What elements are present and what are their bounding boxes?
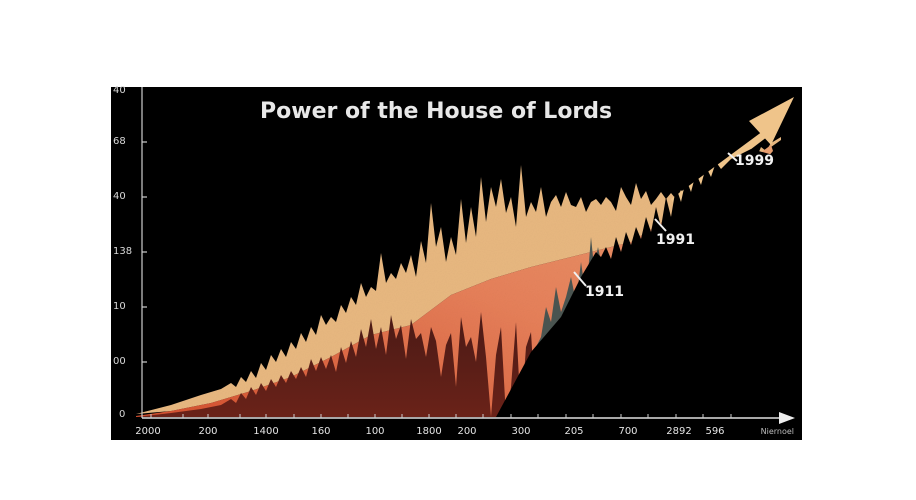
y-tick-label: 40 bbox=[113, 85, 126, 96]
annotation-1999: 1999 bbox=[735, 153, 774, 169]
x-tick-label: 100 bbox=[365, 426, 385, 437]
y-axis-ticks bbox=[142, 141, 147, 363]
x-tick-label: 205 bbox=[564, 426, 584, 437]
trend-arrow-head bbox=[749, 97, 794, 145]
chart-plot-area bbox=[136, 87, 795, 424]
chart-title: Power of the House of Lords bbox=[260, 99, 613, 124]
y-tick-label: 40 bbox=[113, 191, 126, 202]
x-tick-label: 2892 bbox=[666, 426, 692, 437]
series-upper-beige-band bbox=[136, 137, 781, 414]
x-tick-label: 2000 bbox=[135, 426, 161, 437]
y-tick-label: 00 bbox=[113, 356, 126, 367]
x-tick-label: 700 bbox=[618, 426, 638, 437]
y-tick-label: 0 bbox=[119, 409, 126, 420]
x-tick-label: 300 bbox=[511, 426, 531, 437]
x-tick-label: 200 bbox=[198, 426, 218, 437]
annotation-1999-leader bbox=[727, 152, 738, 162]
x-axis-title: Niernoel bbox=[760, 427, 794, 436]
x-axis-arrowhead bbox=[779, 412, 795, 424]
x-tick-label: 1800 bbox=[416, 426, 442, 437]
black-mountain-wedge bbox=[496, 149, 773, 417]
annotation-1911: 1911 bbox=[585, 284, 624, 300]
x-axis-ticks bbox=[150, 414, 732, 418]
annotation-1991: 1991 bbox=[656, 232, 695, 248]
series-lower-dark-red-band bbox=[136, 312, 536, 417]
annotation-1991-leader bbox=[654, 218, 667, 232]
annotation-1911-leader bbox=[573, 271, 587, 287]
y-tick-label: 10 bbox=[113, 301, 126, 312]
y-tick-label: 68 bbox=[113, 136, 126, 147]
y-tick-label: 138 bbox=[113, 246, 133, 257]
x-tick-label: 160 bbox=[311, 426, 331, 437]
x-tick-label: 200 bbox=[457, 426, 477, 437]
chart-frame: 40 68 40 138 10 00 0 2000 200 1400 160 1… bbox=[111, 85, 802, 440]
x-tick-label: 596 bbox=[705, 426, 725, 437]
x-tick-label: 1400 bbox=[253, 426, 279, 437]
